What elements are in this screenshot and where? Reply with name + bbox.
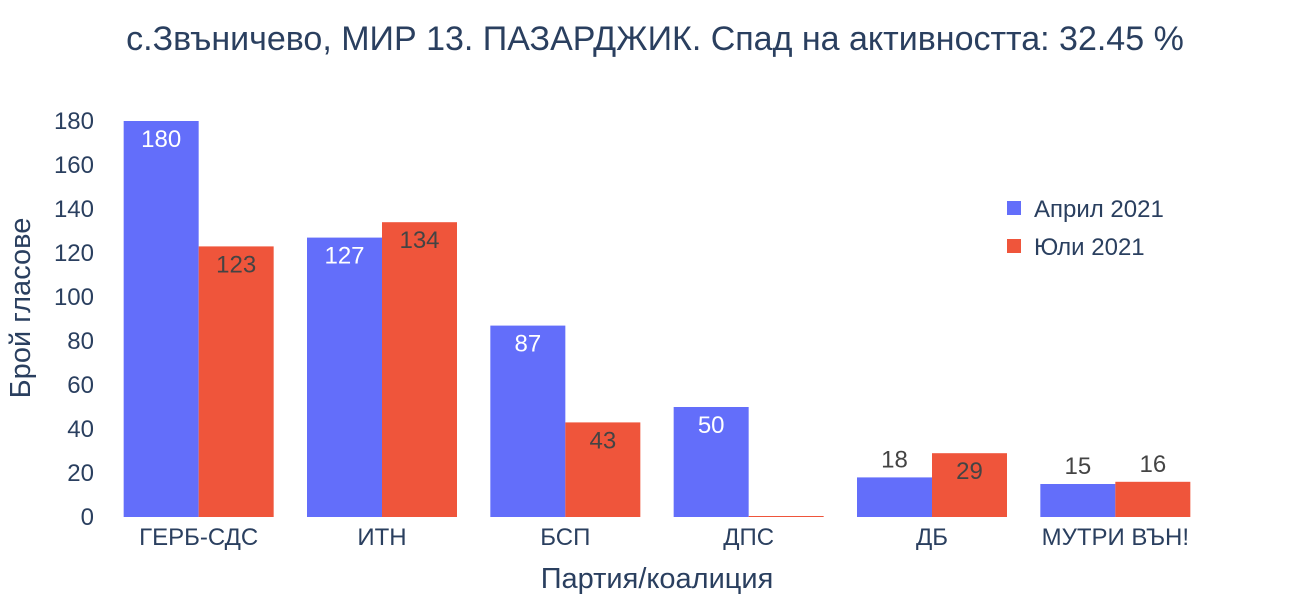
bar [748, 516, 824, 517]
bar [857, 477, 932, 517]
y-tick-label: 60 [67, 372, 94, 399]
x-tick-label: ГЕРБ-СДС [139, 524, 258, 551]
bar [673, 407, 749, 517]
legend-swatch [1007, 239, 1021, 253]
y-tick-label: 160 [54, 152, 94, 179]
y-axis: 0 20 40 60 80 100 120 140 160 180 [54, 108, 94, 531]
bar-value-label: 43 [589, 427, 616, 454]
x-tick-label: МУТРИ ВЪН! [1042, 524, 1189, 551]
legend-swatch [1007, 201, 1021, 215]
x-axis-title: Партия/коалиция [541, 563, 774, 595]
y-tick-label: 20 [67, 460, 94, 487]
bar-value-label: 123 [216, 251, 256, 278]
x-tick-label: БСП [540, 524, 590, 551]
chart-title: с.Звъничево, МИР 13. ПАЗАРДЖИК. Спад на … [126, 20, 1184, 58]
x-axis: ГЕРБ-СДС ИТН БСП ДПС ДБ МУТРИ ВЪН! [139, 524, 1189, 551]
legend-label: Април 2021 [1034, 196, 1164, 223]
y-tick-label: 80 [67, 328, 94, 355]
y-tick-label: 140 [54, 196, 94, 223]
bar [382, 222, 457, 517]
bar [490, 325, 566, 517]
bar-value-label: 29 [956, 458, 983, 485]
legend-label: Юли 2021 [1034, 234, 1145, 261]
bar-value-label: 87 [514, 331, 541, 358]
bar-value-label: 127 [324, 243, 364, 270]
y-tick-label: 40 [67, 416, 94, 443]
y-tick-label: 120 [54, 240, 94, 267]
y-axis-title: Брой гласове [5, 218, 37, 399]
bar [198, 246, 274, 517]
bar [1040, 484, 1116, 517]
x-tick-label: ИТН [357, 524, 406, 551]
bar-value-label: 180 [141, 126, 181, 153]
bar [307, 237, 382, 517]
bar [1115, 481, 1191, 517]
bar-value-label: 16 [1139, 451, 1166, 478]
y-tick-label: 100 [54, 284, 94, 311]
bar [932, 453, 1007, 517]
bar [123, 121, 199, 517]
legend: Април 2021 Юли 2021 [1007, 196, 1164, 261]
bar-value-label: 134 [399, 227, 439, 254]
bar-value-label: 18 [881, 446, 908, 473]
bar-value-label: 15 [1064, 453, 1091, 480]
x-tick-label: ДПС [723, 524, 774, 551]
y-tick-label: 0 [81, 504, 94, 531]
y-tick-label: 180 [54, 108, 94, 135]
x-tick-label: ДБ [916, 524, 948, 551]
plot-area: 180 123 127 134 87 43 50 18 29 15 16 [123, 121, 1191, 517]
bar [565, 422, 641, 517]
bar-value-label: 50 [698, 412, 725, 439]
